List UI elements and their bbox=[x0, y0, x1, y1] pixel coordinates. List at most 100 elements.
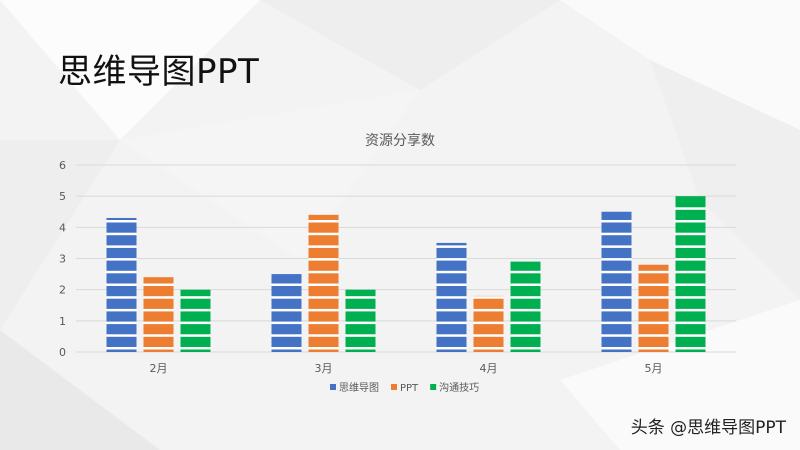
bar-fill bbox=[308, 214, 339, 352]
legend-swatch bbox=[391, 384, 397, 390]
y-tick-label: 6 bbox=[59, 159, 66, 172]
bar-stripe bbox=[675, 334, 706, 337]
bar-stripe bbox=[675, 245, 706, 248]
bar-stripe bbox=[345, 347, 376, 350]
bar-stripe bbox=[473, 296, 504, 299]
bar-stripe bbox=[180, 308, 211, 312]
bar-stripe bbox=[675, 283, 706, 286]
bar-stripe bbox=[436, 245, 467, 248]
bar-stripe bbox=[675, 258, 706, 261]
bar-stripe bbox=[510, 334, 541, 337]
x-tick-label: 4月 bbox=[480, 362, 498, 375]
legend-swatch bbox=[330, 384, 336, 390]
bar-fill bbox=[638, 264, 669, 352]
bar bbox=[436, 242, 467, 352]
bar-stripe bbox=[510, 347, 541, 350]
bar-stripe bbox=[308, 232, 339, 236]
bar-stripe bbox=[271, 308, 302, 312]
x-tick-label: 2月 bbox=[150, 362, 168, 375]
bar-stripe bbox=[638, 347, 669, 350]
bar-stripe bbox=[675, 220, 706, 223]
bar-stripe bbox=[510, 296, 541, 299]
bar-stripe bbox=[106, 283, 137, 286]
bar-fill bbox=[271, 274, 302, 352]
bar-stripe bbox=[601, 270, 632, 274]
bar-stripe bbox=[436, 296, 467, 299]
bar-stripe bbox=[106, 270, 137, 274]
watermark: 头条 @思维导图PPT bbox=[630, 418, 786, 438]
bar-stripe bbox=[638, 283, 669, 286]
bar-stripe bbox=[271, 283, 302, 286]
bar-stripe bbox=[271, 321, 302, 325]
bar-stripe bbox=[675, 308, 706, 312]
legend-label: PPT bbox=[400, 383, 419, 394]
bar-stripe bbox=[308, 258, 339, 261]
bar-stripe bbox=[638, 321, 669, 325]
bar-stripe bbox=[180, 296, 211, 299]
bar-stripe bbox=[106, 347, 137, 350]
bar-stripe bbox=[638, 334, 669, 337]
bar-stripe bbox=[106, 258, 137, 261]
bar bbox=[675, 196, 706, 352]
bar-stripe bbox=[675, 232, 706, 236]
bar bbox=[106, 217, 137, 352]
bar-stripe bbox=[675, 270, 706, 274]
bar-stripe bbox=[675, 347, 706, 350]
bar-stripe bbox=[143, 321, 174, 325]
bar-stripe bbox=[436, 283, 467, 286]
bar-stripe bbox=[601, 308, 632, 312]
bar-stripe bbox=[143, 296, 174, 299]
bar-stripe bbox=[436, 258, 467, 261]
x-tick-label: 3月 bbox=[315, 362, 333, 375]
bar-stripe bbox=[271, 296, 302, 299]
bar-stripe bbox=[345, 334, 376, 337]
bar-stripe bbox=[473, 308, 504, 312]
bar-stripe bbox=[308, 283, 339, 286]
bar-stripe bbox=[143, 283, 174, 286]
bar-stripe bbox=[601, 245, 632, 248]
bar-stripe bbox=[180, 321, 211, 325]
bar-stripe bbox=[675, 296, 706, 299]
bar-stripe bbox=[308, 308, 339, 312]
legend-label: 沟通技巧 bbox=[439, 381, 479, 394]
bar-stripe bbox=[436, 347, 467, 350]
bar-stripe bbox=[180, 347, 211, 350]
bar bbox=[473, 295, 504, 352]
bar bbox=[271, 274, 302, 352]
bar-stripe bbox=[436, 321, 467, 325]
bar-fill bbox=[675, 196, 706, 352]
bar-stripe bbox=[675, 207, 706, 210]
bar-stripe bbox=[106, 245, 137, 248]
legend-swatch bbox=[430, 384, 437, 390]
bar-stripe bbox=[473, 321, 504, 325]
bar-stripe bbox=[601, 347, 632, 350]
bar-stripe bbox=[436, 270, 467, 274]
bar-stripe bbox=[308, 270, 339, 274]
bar-fill bbox=[510, 261, 541, 352]
bar-stripe bbox=[601, 232, 632, 236]
bar-fill bbox=[345, 289, 376, 352]
bar-stripe bbox=[143, 334, 174, 337]
bar-stripe bbox=[180, 334, 211, 337]
y-tick-label: 0 bbox=[59, 346, 66, 359]
bar-stripe bbox=[143, 347, 174, 350]
bar-fill bbox=[143, 277, 174, 352]
bar-stripe bbox=[106, 296, 137, 299]
bar-stripe bbox=[308, 334, 339, 337]
y-tick-label: 1 bbox=[59, 315, 66, 328]
y-tick-label: 5 bbox=[59, 190, 66, 203]
bar-stripe bbox=[436, 334, 467, 337]
bar-stripe bbox=[345, 296, 376, 299]
bar-stripe bbox=[601, 296, 632, 299]
bar-stripe bbox=[345, 308, 376, 312]
bar-stripe bbox=[601, 334, 632, 337]
bar-stripe bbox=[473, 334, 504, 337]
bar bbox=[180, 289, 211, 352]
bar-stripe bbox=[601, 220, 632, 223]
bar-stripe bbox=[308, 245, 339, 248]
bar-stripe bbox=[271, 347, 302, 350]
bar-stripe bbox=[106, 334, 137, 337]
y-tick-label: 3 bbox=[59, 253, 66, 266]
y-tick-label: 2 bbox=[59, 284, 66, 297]
